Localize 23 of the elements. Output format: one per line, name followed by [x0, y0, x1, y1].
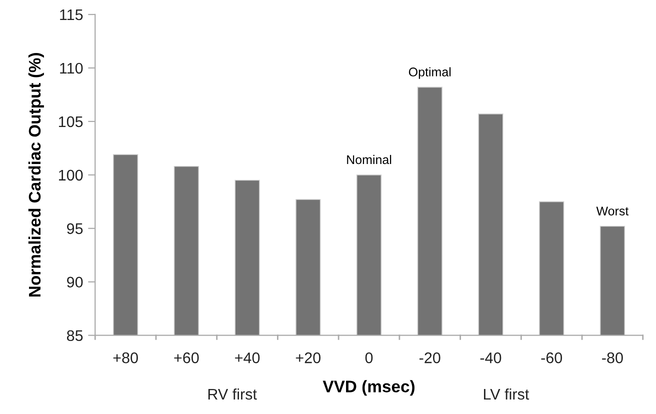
y-tick-label: 95	[67, 223, 83, 234]
y-tick-label: 110	[60, 62, 83, 74]
y-tick-label: 105	[58, 116, 83, 128]
x-tick-label: -80	[602, 352, 623, 364]
x-tick-label: +80	[113, 352, 138, 364]
y-tick-label: 115	[60, 10, 83, 20]
x-tick-label: +60	[174, 352, 199, 364]
y-tick-label: 85	[66, 330, 83, 342]
x-tick-label: 0	[365, 352, 373, 364]
x-tick-label: -60	[541, 352, 562, 364]
annotation: Nominal	[347, 154, 392, 164]
x-tick-label: -20	[420, 352, 440, 364]
annotation: Optimal	[408, 67, 451, 79]
x-axis-title: VVD (msec)	[322, 380, 414, 396]
text: RV first	[208, 388, 257, 400]
y-tick-label: 90	[67, 276, 83, 288]
y-axis-title: Normalized Cardiac Output (%)	[28, 53, 44, 296]
text: LV first	[484, 388, 530, 400]
annotation: Worst	[596, 206, 629, 216]
x-tick-label: +40	[235, 352, 260, 364]
x-tick-label: -40	[480, 352, 502, 364]
x-tick-label: +20	[296, 352, 320, 364]
y-tick-label: 100	[58, 170, 83, 181]
